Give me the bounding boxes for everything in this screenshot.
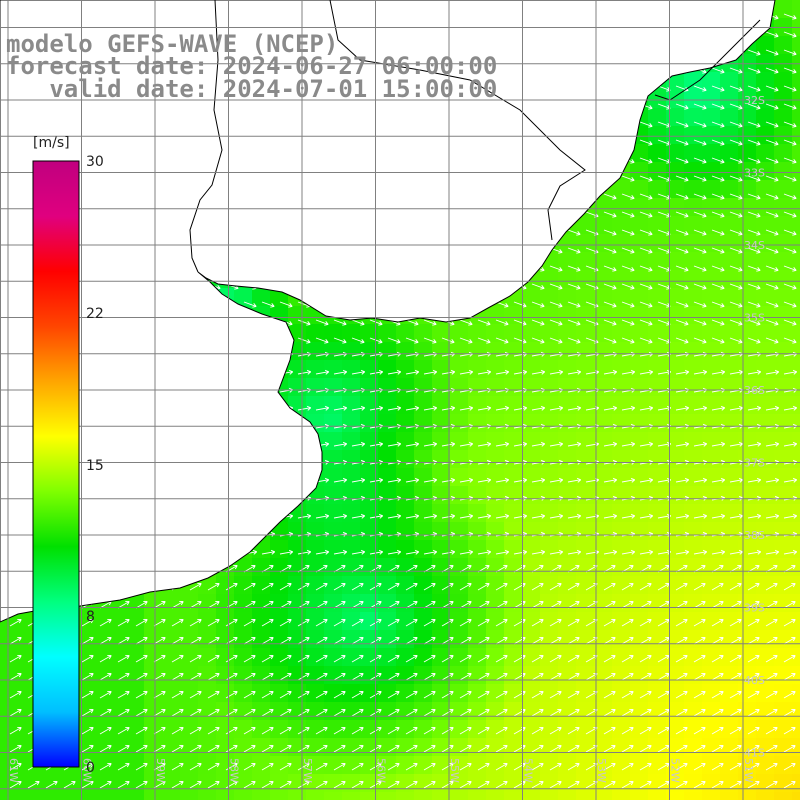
lon-label-52W: 52W xyxy=(669,758,682,783)
lat-label-39S: 39S xyxy=(744,602,765,615)
lon-label-51W: 51W xyxy=(742,758,755,783)
lat-label-33S: 33S xyxy=(744,167,765,180)
title-valid-date: valid date: 2024-07-01 15:00:00 xyxy=(6,75,498,103)
colorbar-tick-30: 30 xyxy=(86,154,104,170)
lat-label-35S: 35S xyxy=(744,312,765,325)
colorbar: [m/s] 30 22 15 8 0 xyxy=(32,135,104,776)
lat-label-32S: 32S xyxy=(744,94,765,107)
lat-label-38S: 38S xyxy=(744,529,765,542)
colorbar-bar xyxy=(32,160,80,768)
lon-label-54W: 54W xyxy=(522,758,535,783)
lon-label-61W: 61W xyxy=(7,758,20,783)
colorbar-tick-22: 22 xyxy=(86,306,104,322)
colorbar-tick-8: 8 xyxy=(86,609,95,625)
colorbar-unit: [m/s] xyxy=(33,135,70,151)
lat-label-34S: 34S xyxy=(744,239,765,252)
lon-label-56W: 56W xyxy=(375,758,388,783)
colorbar-tick-0: 0 xyxy=(86,760,95,776)
lat-label-37S: 37S xyxy=(744,457,765,470)
title-forecast-date: forecast date: 2024-06-27 06:00:00 xyxy=(6,52,498,80)
lon-label-60W: 60W xyxy=(81,758,94,783)
lon-label-53W: 53W xyxy=(595,758,608,783)
lat-label-40S: 40S xyxy=(744,674,765,687)
lon-label-59W: 59W xyxy=(154,758,167,783)
lat-label-41S: 41S xyxy=(744,747,765,760)
longitude-labels: 61W 60W 59W 58W 57W 56W 55W 54W 53W 52W 51W xyxy=(7,758,755,783)
latitude-labels: 32S 33S 34S 35S 36S 37S 38S 39S 40S 41S xyxy=(744,94,765,760)
lat-label-36S: 36S xyxy=(744,384,765,397)
lon-label-55W: 55W xyxy=(448,758,461,783)
lon-label-57W: 57W xyxy=(301,758,314,783)
land-mask xyxy=(0,0,776,623)
colorbar-tick-15: 15 xyxy=(86,458,104,474)
lon-label-58W: 58W xyxy=(228,758,241,783)
title-model: modelo GEFS-WAVE (NCEP) xyxy=(6,30,339,58)
